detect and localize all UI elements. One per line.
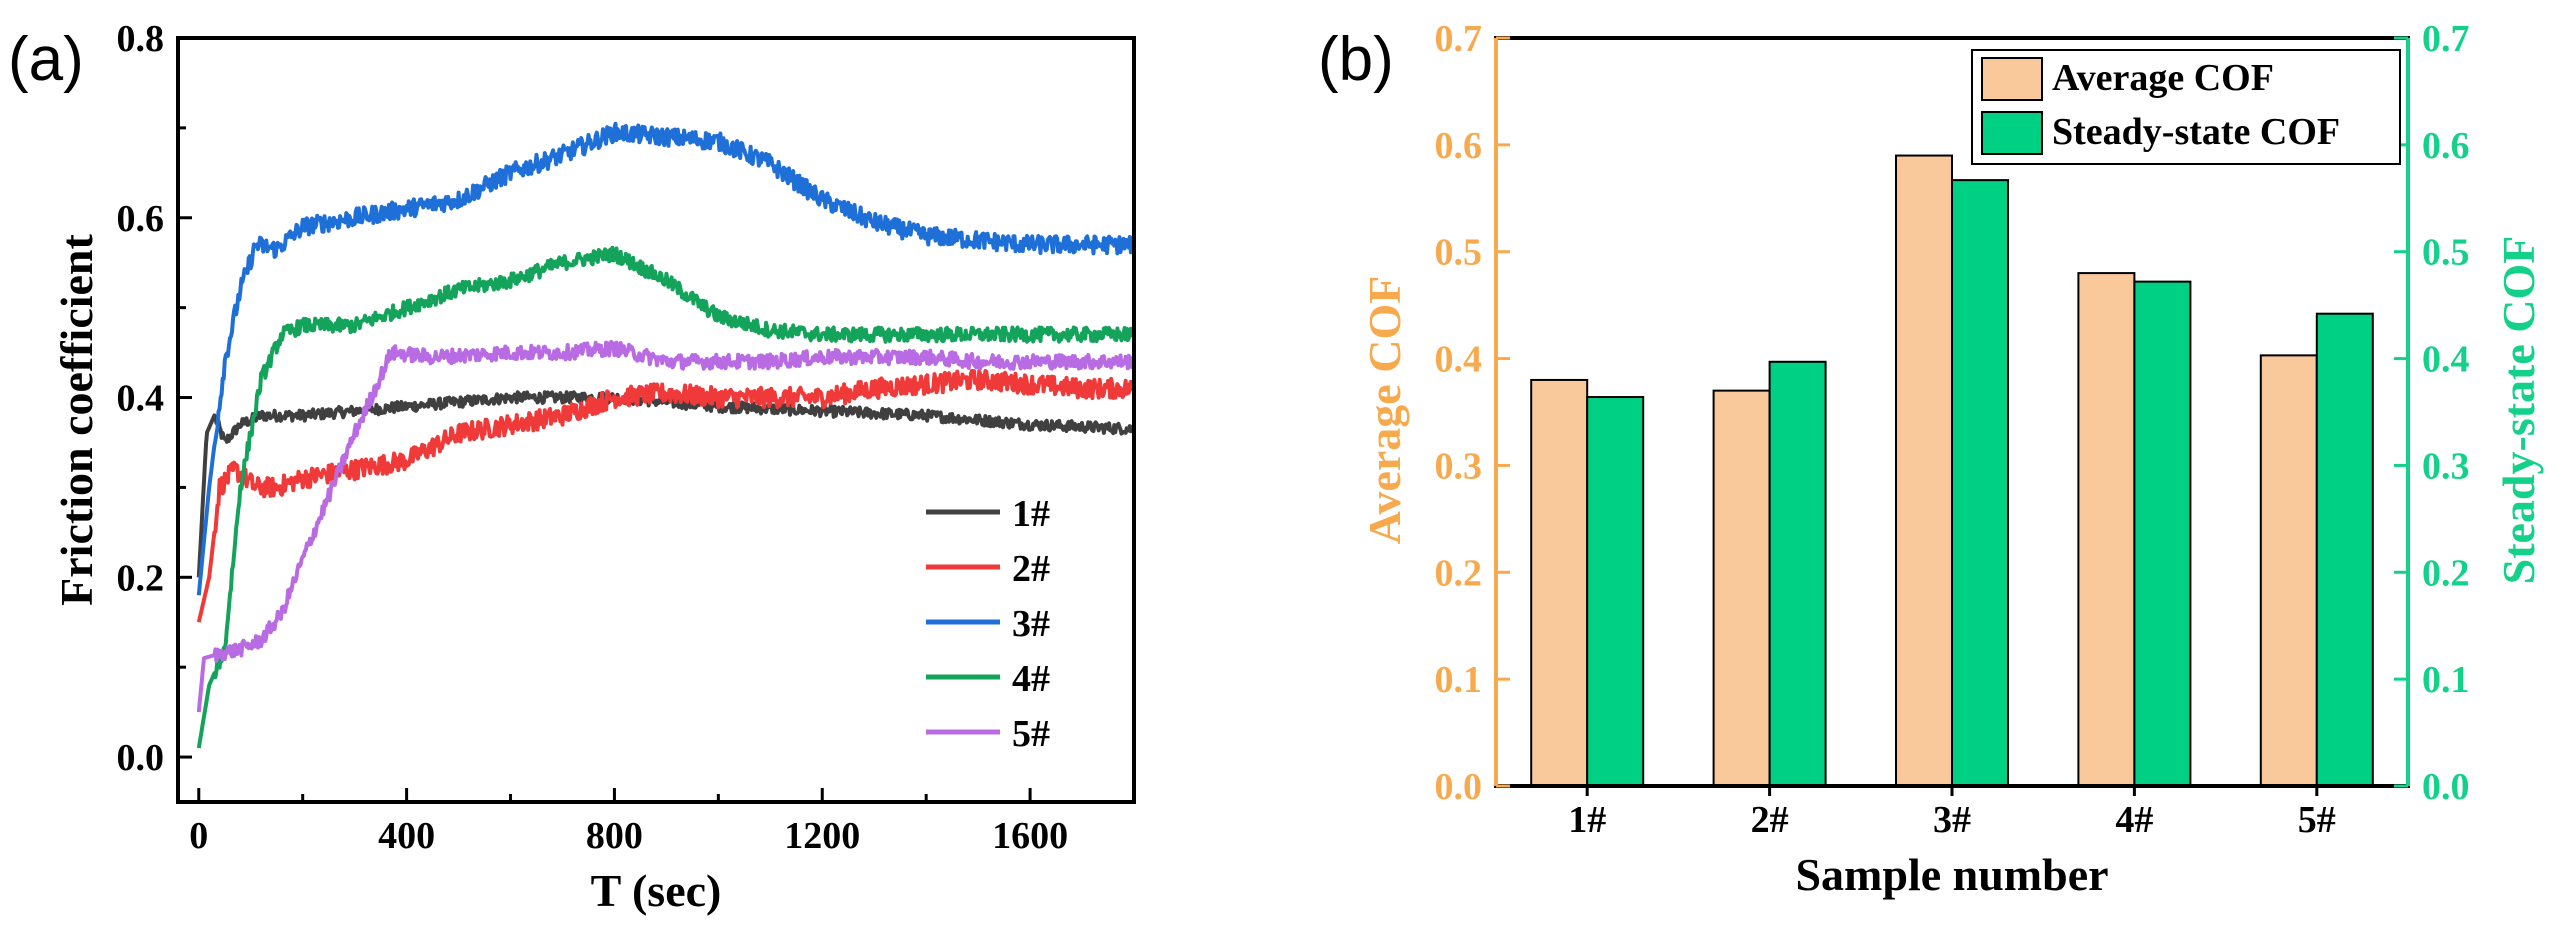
x-tick-label-a: 0 xyxy=(189,815,208,857)
y-tick-label-right-b: 0.3 xyxy=(2422,445,2470,487)
line-chart-panel: (a) 0 400 800 1200 1600 0.0 0.2 0.4 0.6 0.8 T (se… xyxy=(8,18,1136,916)
y-axis-label-a: Friction coefficient xyxy=(51,233,102,605)
legend-label-a: 2# xyxy=(1012,548,1050,590)
y-tick-label-right-b: 0.7 xyxy=(2422,18,2470,60)
x-tick-label-b: 4# xyxy=(2115,799,2153,841)
x-axis-label-b: Sample number xyxy=(1795,849,2108,900)
series-line-5 xyxy=(196,339,1136,713)
legend-swatch-b xyxy=(1981,57,2043,101)
bar-steady-5 xyxy=(2315,312,2374,787)
y-tick-label-right-b: 0.1 xyxy=(2422,659,2470,701)
legend-label-a: 5# xyxy=(1012,713,1050,755)
series-line-1 xyxy=(196,390,1136,578)
legend-label-b: Steady-state COF xyxy=(2052,111,2340,153)
bar-average-1 xyxy=(1530,378,1589,787)
bar-average-3 xyxy=(1895,154,1953,788)
y-tick-label-right-b: 0.5 xyxy=(2422,232,2470,274)
y-axis-label-left-b: Average COF xyxy=(1359,276,1410,545)
y-tick-label-a: 0.0 xyxy=(117,737,165,779)
bar-average-5 xyxy=(2259,354,2318,787)
legend-label-a: 3# xyxy=(1012,603,1050,645)
legend-b: Average COF Steady-state COF xyxy=(1971,49,2401,165)
bar-chart-panel: (b) 0.0 0.0 0.1 0.1 0.2 0.2 0.3 0.3 0.4 0.4 0.5 0.5… xyxy=(1318,18,2544,900)
x-tick-label-a: 800 xyxy=(586,815,643,857)
y-tick-label-a: 0.4 xyxy=(117,378,165,420)
bar-steady-1 xyxy=(1586,396,1645,787)
y-tick-label-left-b: 0.7 xyxy=(1435,18,1483,60)
x-tick-label-a: 1200 xyxy=(784,815,860,857)
y-tick-label-a: 0.2 xyxy=(117,557,165,599)
y-tick-label-right-b: 0.0 xyxy=(2422,766,2470,808)
x-tick-label-b: 2# xyxy=(1751,799,1789,841)
x-tick-label-a: 1600 xyxy=(992,815,1068,857)
series-line-4 xyxy=(196,245,1136,749)
y-tick-label-left-b: 0.3 xyxy=(1435,445,1483,487)
x-tick-label-b: 1# xyxy=(1568,799,1606,841)
legend-swatch-b xyxy=(1981,111,2043,155)
y-tick-label-right-b: 0.4 xyxy=(2422,339,2470,381)
y-tick-label-a: 0.8 xyxy=(117,18,165,60)
y-tick-label-left-b: 0.0 xyxy=(1435,766,1483,808)
plot-a-frame xyxy=(176,36,1136,804)
bar-steady-3 xyxy=(1951,179,2009,787)
x-tick-label-b: 3# xyxy=(1933,799,1971,841)
bar-steady-4 xyxy=(2133,280,2192,787)
y-tick-label-right-b: 0.6 xyxy=(2422,125,2470,167)
y-tick-label-left-b: 0.1 xyxy=(1435,659,1483,701)
series-line-2 xyxy=(196,368,1135,623)
axis-ticks-a: 0 400 800 1200 1600 0.0 0.2 0.4 0.6 0.8 xyxy=(117,18,1069,857)
bar-average-4 xyxy=(2077,272,2136,788)
bar-group xyxy=(1530,154,2374,788)
y-tick-label-left-b: 0.5 xyxy=(1435,232,1483,274)
legend-box-b xyxy=(1971,49,2401,165)
axis-ticks-b: 0.0 0.0 0.1 0.1 0.2 0.2 0.3 0.3 0.4 0.4 0.5 0.5 0.6 0… xyxy=(1435,18,2470,841)
x-axis-label-a: T (sec) xyxy=(591,865,722,916)
series-line-3 xyxy=(196,121,1136,596)
legend-a: 1# 2# 3# 4# 5# xyxy=(926,493,1050,755)
y-tick-label-left-b: 0.4 xyxy=(1435,339,1483,381)
panel-b-label: (b) xyxy=(1318,25,1394,94)
y-tick-label-right-b: 0.2 xyxy=(2422,552,2470,594)
legend-label-b: Average COF xyxy=(2052,57,2274,99)
y-tick-label-left-b: 0.2 xyxy=(1435,552,1483,594)
line-series-group xyxy=(196,121,1136,749)
legend-label-a: 1# xyxy=(1012,493,1050,535)
x-tick-label-b: 5# xyxy=(2298,799,2336,841)
panel-a-label: (a) xyxy=(8,25,84,94)
y-tick-label-a: 0.6 xyxy=(117,198,165,240)
bar-steady-2 xyxy=(1768,360,1827,787)
y-tick-label-left-b: 0.6 xyxy=(1435,125,1483,167)
x-tick-label-a: 400 xyxy=(378,815,435,857)
legend-label-a: 4# xyxy=(1012,658,1050,700)
y-axis-label-right-b: Steady-state COF xyxy=(2493,236,2544,585)
bar-average-2 xyxy=(1712,389,1771,787)
